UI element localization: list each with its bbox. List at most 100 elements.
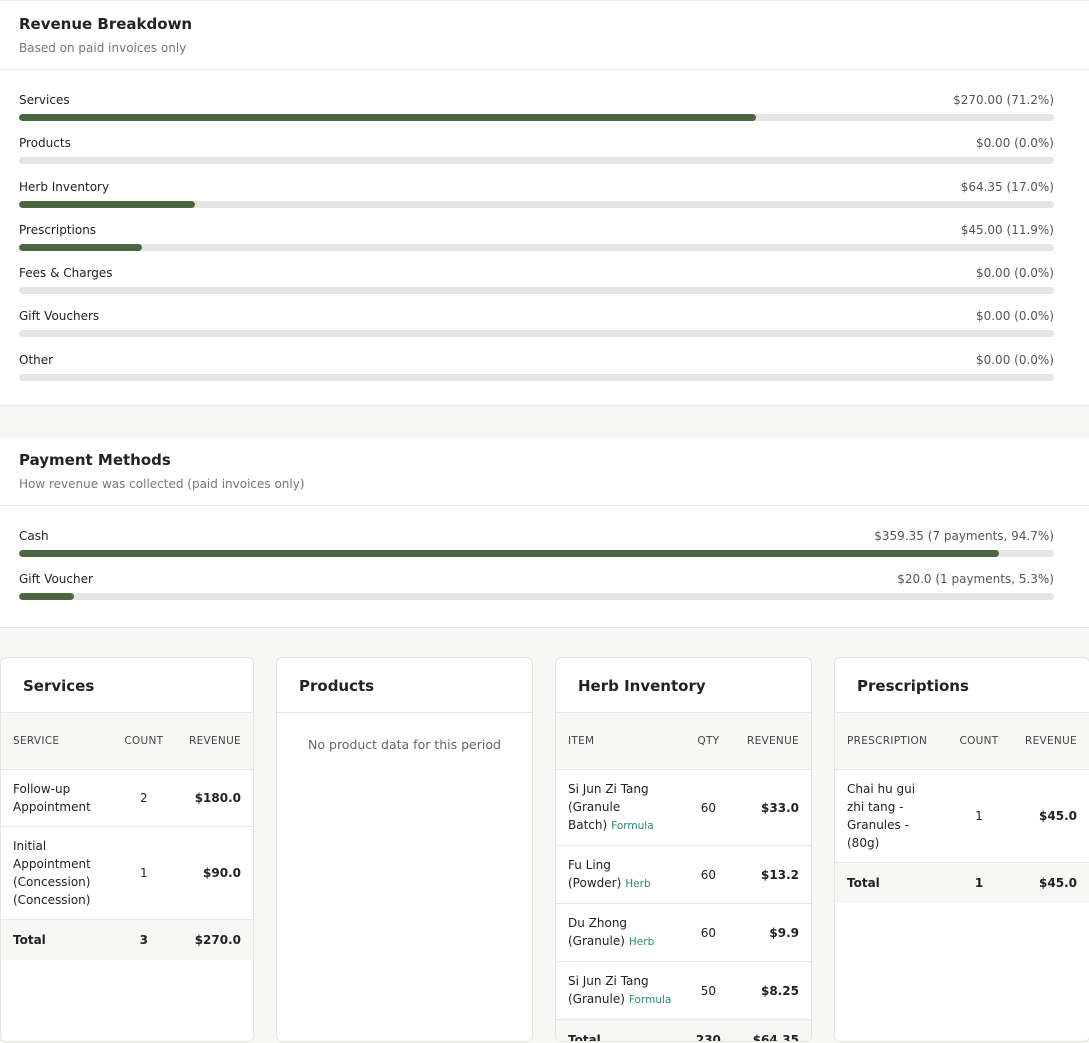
revenue-cell: $90.0 bbox=[175, 826, 253, 920]
name: Total bbox=[13, 933, 46, 947]
name-cell: Fu Ling (Powder) Herb bbox=[556, 845, 684, 904]
header-row: PRESCRIPTION COUNT REVENUE bbox=[835, 713, 1089, 770]
bar-value: $270.00 (71.2%) bbox=[953, 93, 1054, 107]
table-head: PRESCRIPTION COUNT REVENUE bbox=[835, 713, 1089, 770]
count-cell: 230 bbox=[683, 1019, 734, 1041]
total-row: Total 1 $45.0 bbox=[835, 862, 1089, 903]
table-body: Chai hu gui zhi tang - Granules - (80g) 1… bbox=[835, 769, 1089, 903]
card-title: Revenue Breakdown bbox=[19, 15, 193, 33]
bar-row: Fees & Charges $0.00 (0.0%) bbox=[19, 264, 1054, 307]
name: Fu Ling (Powder) bbox=[568, 858, 622, 890]
bar-row: Services $270.00 (71.2%) bbox=[19, 91, 1054, 134]
name-cell: Follow-up Appointment bbox=[1, 769, 112, 827]
revenue-cell: $9.9 bbox=[733, 903, 811, 962]
tag: Formula bbox=[628, 994, 672, 1006]
bar-value: $0.00 (0.0%) bbox=[975, 266, 1054, 281]
bar-label-row: Services $270.00 (71.2%) bbox=[19, 91, 1054, 109]
table-row: Si Jun Zi Tang (Granule Batch) Formula 60 $… bbox=[556, 769, 811, 846]
bar-track bbox=[19, 200, 1054, 208]
bar-value: $359.35 (7 payments, 94.7%) bbox=[874, 529, 1054, 543]
revenue-cell: $13.2 bbox=[733, 845, 811, 904]
column-header: SERVICE bbox=[1, 713, 112, 770]
bar-row: Products $0.00 (0.0%) bbox=[19, 134, 1054, 177]
bar-track bbox=[19, 114, 1054, 121]
table-row: Chai hu gui zhi tang - Granules - (80g) 1… bbox=[835, 769, 1089, 863]
count-cell: 3 bbox=[111, 919, 176, 960]
name: Du Zhong (Granule) bbox=[568, 916, 628, 948]
count-cell: 60 bbox=[683, 845, 734, 904]
count-cell: 2 bbox=[111, 769, 176, 827]
bar-label-row: Other $0.00 (0.0%) bbox=[19, 351, 1054, 369]
total-row: Total 3 $270.0 bbox=[1, 919, 253, 960]
bar-label: Fees & Charges bbox=[19, 266, 113, 281]
table-card: Prescriptions PRESCRIPTION COUNT REVENUE Cha… bbox=[834, 657, 1089, 1042]
table-body: Si Jun Zi Tang (Granule Batch) Formula 60 $… bbox=[556, 769, 811, 1041]
bar-row: Gift Voucher $20.0 (1 payments, 5.3%) bbox=[19, 570, 1054, 613]
bar-label-row: Fees & Charges $0.00 (0.0%) bbox=[19, 264, 1054, 282]
column-header: REVENUE bbox=[733, 713, 811, 770]
empty-message: No product data for this period bbox=[308, 737, 501, 752]
name: Si Jun Zi Tang (Granule Batch) bbox=[568, 782, 649, 832]
count-cell: 50 bbox=[683, 961, 734, 1020]
table-row: Initial Appointment (Concession) (Conces… bbox=[1, 826, 253, 920]
column-header: QTY bbox=[683, 713, 734, 770]
column-header: REVENUE bbox=[175, 713, 253, 770]
bar-row: Cash $359.35 (7 payments, 94.7%) bbox=[19, 527, 1054, 570]
bar-track bbox=[19, 550, 1054, 557]
table-title: Herb Inventory bbox=[556, 658, 811, 713]
column-header: ITEM bbox=[556, 713, 684, 770]
bar-value: $0.00 (0.0%) bbox=[975, 309, 1054, 324]
count-cell: 1 bbox=[111, 826, 176, 920]
bar-value: $20.0 (1 payments, 5.3%) bbox=[897, 572, 1054, 587]
table-title: Services bbox=[1, 658, 253, 713]
bar-fill bbox=[19, 243, 143, 251]
revenue-cell: $270.0 bbox=[175, 919, 253, 960]
name-cell: Total bbox=[556, 1019, 684, 1041]
bar-row: Prescriptions $45.00 (11.9%) bbox=[19, 221, 1054, 264]
bar-fill bbox=[19, 550, 1000, 557]
bar-fill bbox=[19, 200, 195, 208]
header-row: ITEM QTY REVENUE bbox=[556, 713, 811, 770]
table-row: Follow-up Appointment 2 $180.0 bbox=[1, 769, 253, 827]
column-header: PRESCRIPTION bbox=[835, 713, 947, 770]
name: Chai hu gui zhi tang - Granules - (80g) bbox=[847, 782, 916, 850]
bar-row: Herb Inventory $64.35 (17.0%) bbox=[19, 178, 1054, 221]
revenue-cell: $8.25 bbox=[733, 961, 811, 1020]
bar-track bbox=[19, 287, 1054, 295]
revenue-cell: $64.35 bbox=[733, 1019, 811, 1041]
bar-label: Gift Vouchers bbox=[19, 309, 100, 324]
tag: Herb bbox=[628, 936, 655, 948]
card-header: Payment Methods How revenue was collecte… bbox=[0, 437, 1089, 506]
name-cell: Total bbox=[1, 919, 112, 960]
bar-label-row: Products $0.00 (0.0%) bbox=[19, 134, 1054, 152]
table-title: Prescriptions bbox=[835, 658, 1089, 713]
revenue-cell: $180.0 bbox=[175, 769, 253, 827]
bar-track bbox=[19, 330, 1054, 338]
data-table: ITEM QTY REVENUE Si Jun Zi Tang (Granule Ba… bbox=[556, 713, 811, 1041]
revenue-cell: $45.0 bbox=[1011, 862, 1089, 903]
revenue-cell: $33.0 bbox=[733, 769, 811, 846]
bar-track bbox=[19, 157, 1054, 165]
column-header: REVENUE bbox=[1011, 713, 1089, 770]
revenue-card: Revenue Breakdown Based on paid invoices… bbox=[0, 0, 1089, 406]
bar-value: $45.00 (11.9%) bbox=[960, 222, 1054, 237]
card-header: Revenue Breakdown Based on paid invoices… bbox=[0, 1, 1089, 70]
header-row: SERVICE COUNT REVENUE bbox=[1, 713, 253, 770]
payment-card: Payment Methods How revenue was collecte… bbox=[0, 436, 1089, 628]
table-card: Services SERVICE COUNT REVENUE Follow-up App… bbox=[0, 657, 254, 1042]
bar-label-row: Gift Voucher $20.0 (1 payments, 5.3%) bbox=[19, 570, 1054, 588]
bar-fill bbox=[19, 593, 74, 601]
table-card: Products No product data for this period bbox=[276, 657, 533, 1042]
revenue-cell: $45.0 bbox=[1011, 769, 1089, 863]
count-cell: 60 bbox=[683, 903, 734, 962]
tag: Herb bbox=[625, 878, 651, 890]
name-cell: Total bbox=[835, 862, 947, 903]
bar-track bbox=[19, 373, 1054, 381]
bar-track bbox=[19, 593, 1054, 601]
table-head: ITEM QTY REVENUE bbox=[556, 713, 811, 770]
table-head: SERVICE COUNT REVENUE bbox=[1, 713, 253, 770]
bar-label-row: Herb Inventory $64.35 (17.0%) bbox=[19, 178, 1054, 196]
name: Si Jun Zi Tang (Granule) bbox=[568, 974, 649, 1006]
card-title: Payment Methods bbox=[19, 451, 171, 469]
card-subtitle: How revenue was collected (paid invoices… bbox=[19, 477, 305, 491]
